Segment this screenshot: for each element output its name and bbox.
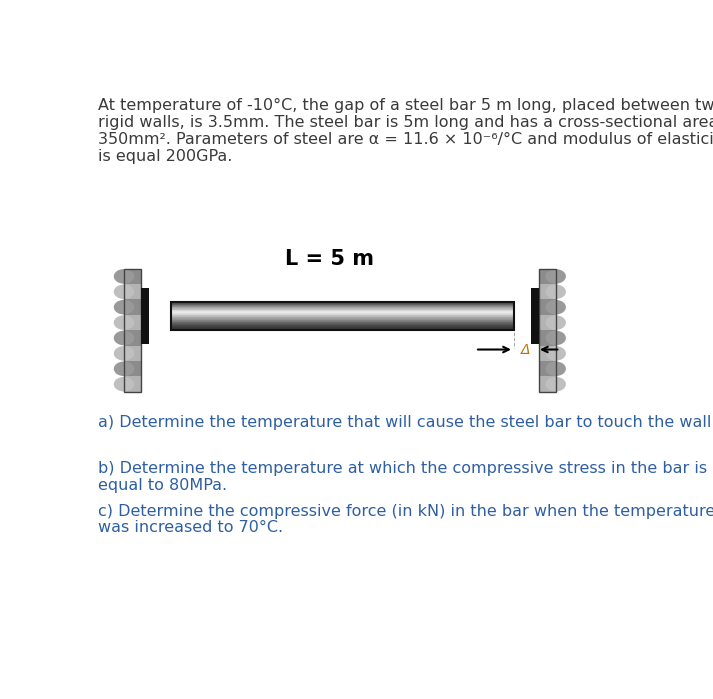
FancyBboxPatch shape bbox=[170, 307, 514, 308]
FancyBboxPatch shape bbox=[170, 310, 514, 312]
FancyBboxPatch shape bbox=[124, 268, 141, 284]
FancyBboxPatch shape bbox=[170, 305, 514, 306]
Ellipse shape bbox=[545, 300, 566, 315]
FancyBboxPatch shape bbox=[538, 361, 555, 377]
FancyBboxPatch shape bbox=[538, 268, 555, 284]
FancyBboxPatch shape bbox=[170, 305, 514, 307]
Ellipse shape bbox=[114, 315, 134, 330]
FancyBboxPatch shape bbox=[170, 329, 514, 331]
Text: a) Determine the temperature that will cause the steel bar to touch the wall.: a) Determine the temperature that will c… bbox=[98, 415, 713, 430]
FancyBboxPatch shape bbox=[170, 323, 514, 324]
FancyBboxPatch shape bbox=[538, 299, 555, 315]
FancyBboxPatch shape bbox=[124, 284, 141, 299]
FancyBboxPatch shape bbox=[124, 361, 141, 377]
FancyBboxPatch shape bbox=[170, 324, 514, 326]
Text: equal to 80MPa.: equal to 80MPa. bbox=[98, 478, 227, 493]
Ellipse shape bbox=[114, 361, 134, 376]
Text: 350mm². Parameters of steel are α = 11.6 × 10⁻⁶/°C and modulus of elasticity: 350mm². Parameters of steel are α = 11.6… bbox=[98, 131, 713, 147]
FancyBboxPatch shape bbox=[170, 303, 514, 304]
FancyBboxPatch shape bbox=[124, 299, 141, 315]
FancyBboxPatch shape bbox=[170, 302, 514, 303]
FancyBboxPatch shape bbox=[170, 319, 514, 321]
FancyBboxPatch shape bbox=[170, 322, 514, 323]
FancyBboxPatch shape bbox=[170, 304, 514, 305]
FancyBboxPatch shape bbox=[170, 321, 514, 322]
FancyBboxPatch shape bbox=[170, 303, 514, 305]
FancyBboxPatch shape bbox=[170, 319, 514, 320]
Text: c) Determine the compressive force (in kN) in the bar when the temperature: c) Determine the compressive force (in k… bbox=[98, 503, 713, 519]
FancyBboxPatch shape bbox=[170, 320, 514, 322]
Text: is equal 200GPa.: is equal 200GPa. bbox=[98, 149, 233, 164]
FancyBboxPatch shape bbox=[538, 284, 555, 299]
FancyBboxPatch shape bbox=[170, 326, 514, 328]
FancyBboxPatch shape bbox=[170, 315, 514, 317]
FancyBboxPatch shape bbox=[170, 313, 514, 315]
FancyBboxPatch shape bbox=[170, 317, 514, 318]
FancyBboxPatch shape bbox=[170, 317, 514, 319]
FancyBboxPatch shape bbox=[170, 309, 514, 310]
Ellipse shape bbox=[545, 284, 566, 299]
FancyBboxPatch shape bbox=[170, 306, 514, 308]
FancyBboxPatch shape bbox=[170, 328, 514, 329]
Ellipse shape bbox=[114, 346, 134, 361]
FancyBboxPatch shape bbox=[538, 315, 555, 331]
Ellipse shape bbox=[114, 300, 134, 315]
Ellipse shape bbox=[114, 331, 134, 345]
FancyBboxPatch shape bbox=[170, 310, 514, 311]
Ellipse shape bbox=[545, 315, 566, 330]
FancyBboxPatch shape bbox=[170, 312, 514, 314]
FancyBboxPatch shape bbox=[124, 331, 141, 346]
FancyBboxPatch shape bbox=[170, 308, 514, 310]
FancyBboxPatch shape bbox=[170, 327, 514, 329]
Ellipse shape bbox=[114, 284, 134, 299]
Text: Δ: Δ bbox=[520, 343, 530, 356]
FancyBboxPatch shape bbox=[538, 346, 555, 361]
FancyBboxPatch shape bbox=[170, 322, 514, 324]
FancyBboxPatch shape bbox=[124, 315, 141, 331]
FancyBboxPatch shape bbox=[170, 325, 514, 326]
FancyBboxPatch shape bbox=[170, 311, 514, 312]
Text: rigid walls, is 3.5mm. The steel bar is 5m long and has a cross-sectional area o: rigid walls, is 3.5mm. The steel bar is … bbox=[98, 115, 713, 130]
FancyBboxPatch shape bbox=[170, 312, 514, 313]
FancyBboxPatch shape bbox=[170, 324, 514, 325]
Text: At temperature of -10°C, the gap of a steel bar 5 m long, placed between two: At temperature of -10°C, the gap of a st… bbox=[98, 98, 713, 113]
Ellipse shape bbox=[545, 377, 566, 391]
FancyBboxPatch shape bbox=[538, 331, 555, 346]
Ellipse shape bbox=[114, 269, 134, 284]
Ellipse shape bbox=[545, 361, 566, 376]
FancyBboxPatch shape bbox=[124, 346, 141, 361]
FancyBboxPatch shape bbox=[170, 316, 514, 317]
FancyBboxPatch shape bbox=[124, 377, 141, 392]
FancyBboxPatch shape bbox=[170, 326, 514, 327]
Text: b) Determine the temperature at which the compressive stress in the bar is: b) Determine the temperature at which th… bbox=[98, 461, 707, 476]
Ellipse shape bbox=[545, 269, 566, 284]
Text: L = 5 m: L = 5 m bbox=[285, 250, 374, 269]
Ellipse shape bbox=[545, 346, 566, 361]
FancyBboxPatch shape bbox=[170, 329, 514, 330]
Ellipse shape bbox=[545, 331, 566, 345]
Ellipse shape bbox=[114, 377, 134, 391]
FancyBboxPatch shape bbox=[538, 377, 555, 392]
FancyBboxPatch shape bbox=[170, 315, 514, 316]
FancyBboxPatch shape bbox=[170, 314, 514, 315]
Text: was increased to 70°C.: was increased to 70°C. bbox=[98, 521, 284, 535]
FancyBboxPatch shape bbox=[170, 308, 514, 309]
FancyBboxPatch shape bbox=[170, 318, 514, 319]
FancyBboxPatch shape bbox=[531, 288, 538, 344]
FancyBboxPatch shape bbox=[141, 288, 149, 344]
